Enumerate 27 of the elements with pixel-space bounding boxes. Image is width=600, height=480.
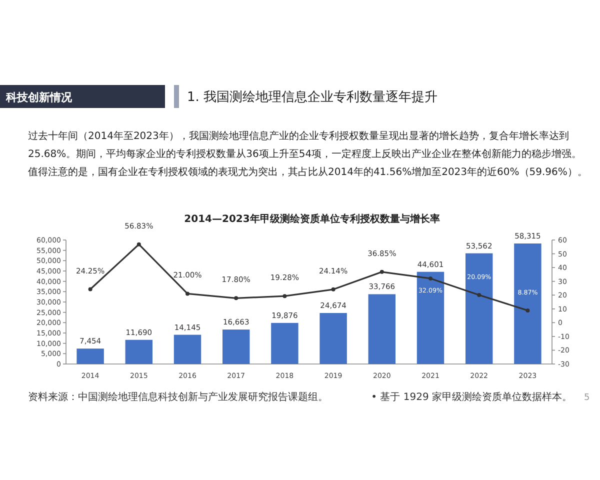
chart-title: 2014—2023年甲级测绘资质单位专利授权数量与增长率 — [184, 213, 440, 225]
bar — [174, 334, 202, 364]
point — [428, 276, 432, 280]
bar — [514, 243, 542, 364]
point — [380, 270, 384, 274]
point — [136, 242, 141, 246]
point — [234, 296, 238, 300]
bar — [465, 253, 493, 364]
bar — [125, 340, 153, 364]
point — [331, 287, 336, 292]
bar — [320, 313, 347, 364]
text: 科技创新情况 — [5, 91, 73, 104]
bar — [76, 348, 104, 364]
point — [526, 308, 530, 312]
bar — [271, 322, 298, 364]
chart-subtitle: 1. 我国测绘地理信息企业专利数量逐年提升 — [187, 90, 438, 105]
bar — [416, 272, 444, 364]
point — [186, 292, 190, 296]
text: 过去十年间（2014年至2023年），我国测绘地理信息产业的企业专利授权数量呈现出显著的增长趋势，复合年增长率达到25.68%。期间，平均每家企业的专利授权数量从36项上升至54项，一定程度上反映出产业企业在整体创新能力的稳步增强。值得注意的是，国有企业在专利授权领域的表现尤为突出，其占比从2014年的41.56%增加至2023年的近60%（59.96%）。 — [28, 130, 588, 180]
text: 资料来源：中国测绘地理信息科技创新与产业发展研究报告课题组。 — [28, 391, 328, 403]
bar — [222, 330, 250, 364]
point — [282, 294, 287, 298]
text: 5 — [584, 393, 590, 403]
text: • 基于 1929 家甲级测绘资质单位数据样本。 — [371, 391, 572, 403]
point — [477, 292, 482, 297]
bar — [368, 294, 396, 364]
point — [88, 287, 92, 292]
